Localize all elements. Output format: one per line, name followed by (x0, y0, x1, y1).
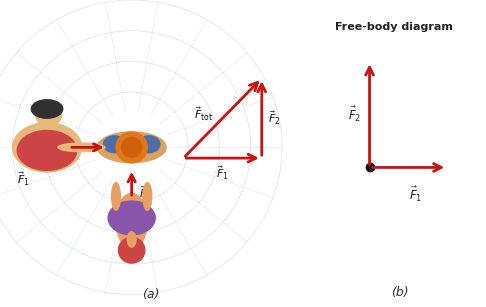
Ellipse shape (31, 100, 63, 118)
Ellipse shape (143, 183, 152, 210)
Ellipse shape (97, 132, 166, 163)
Text: $\vec{F}_2$: $\vec{F}_2$ (348, 105, 362, 124)
Text: $\vec{F}_2$: $\vec{F}_2$ (268, 109, 280, 127)
Ellipse shape (138, 136, 160, 153)
Ellipse shape (104, 136, 125, 153)
Ellipse shape (112, 183, 121, 210)
Text: $\vec{F}_2$: $\vec{F}_2$ (139, 185, 152, 202)
Circle shape (122, 138, 142, 157)
Ellipse shape (127, 232, 136, 247)
Circle shape (116, 132, 147, 163)
Text: $\vec{F}_1$: $\vec{F}_1$ (17, 170, 30, 188)
Text: $\vec{F}_{\rm tot}$: $\vec{F}_{\rm tot}$ (194, 105, 213, 123)
Ellipse shape (13, 123, 82, 172)
Text: Free-body diagram: Free-body diagram (335, 22, 453, 32)
Ellipse shape (116, 193, 147, 249)
Ellipse shape (108, 201, 155, 235)
Ellipse shape (58, 143, 105, 152)
Circle shape (35, 101, 62, 126)
Text: (b): (b) (391, 286, 409, 299)
Ellipse shape (17, 130, 77, 170)
Text: $\vec{F}_1$: $\vec{F}_1$ (409, 185, 423, 204)
Circle shape (119, 237, 145, 263)
Text: $\vec{F}_1$: $\vec{F}_1$ (216, 165, 229, 182)
Text: (a): (a) (142, 288, 159, 301)
